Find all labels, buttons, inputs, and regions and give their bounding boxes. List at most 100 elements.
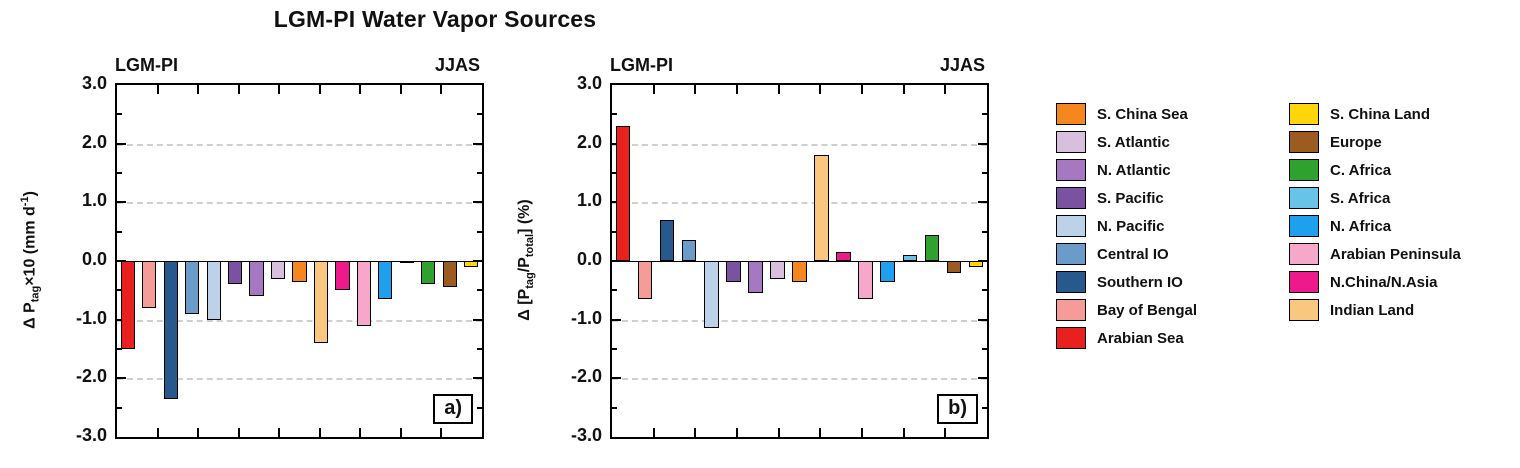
y-axis-title-sub: total bbox=[524, 233, 537, 258]
y-tick bbox=[477, 113, 482, 116]
panel-b-label: b) bbox=[937, 394, 978, 424]
x-tick bbox=[902, 85, 905, 94]
y-tick-label: 1.0 bbox=[576, 190, 602, 211]
bar-southern-io bbox=[659, 219, 675, 261]
y-tick-label: -3.0 bbox=[570, 425, 602, 445]
x-tick bbox=[944, 428, 947, 437]
y-tick-label: -1.0 bbox=[570, 307, 602, 328]
x-tick bbox=[156, 85, 159, 94]
legend-label: Arabian Sea bbox=[1097, 329, 1184, 347]
legend-swatch-n-africa bbox=[1289, 215, 1319, 237]
bar-s-atlantic bbox=[770, 261, 785, 279]
bar-central-io bbox=[681, 240, 697, 261]
legend-label: S. Africa bbox=[1330, 189, 1391, 207]
panel-a-left-header: LGM-PI bbox=[115, 55, 178, 75]
y-tick bbox=[982, 289, 987, 292]
y-axis-title-sub: tag bbox=[29, 285, 42, 303]
y-tick-label: 0.0 bbox=[576, 249, 602, 269]
y-tick bbox=[477, 406, 482, 409]
legend-item: Arabian Peninsula bbox=[1289, 243, 1461, 265]
y-tick bbox=[477, 348, 482, 350]
bar-n-africa bbox=[378, 261, 393, 300]
legend-item: S. Africa bbox=[1289, 187, 1461, 209]
legend-item: N. Pacific bbox=[1056, 215, 1197, 237]
y-tick bbox=[117, 201, 126, 204]
x-tick bbox=[861, 428, 863, 437]
y-axis-title-sub: tag bbox=[524, 272, 537, 289]
bar-arabian-peninsula bbox=[858, 261, 873, 300]
y-axis-title-text: ×10 (mm d bbox=[21, 206, 39, 286]
bar-n-africa bbox=[880, 261, 895, 282]
bar-arabian-peninsula bbox=[356, 261, 371, 326]
x-tick bbox=[736, 85, 738, 94]
legend-label: N. Atlantic bbox=[1097, 161, 1171, 179]
y-tick bbox=[117, 406, 122, 409]
bar-central-io bbox=[185, 261, 200, 314]
bar-s-atlantic bbox=[270, 261, 286, 279]
legend-item: N. Atlantic bbox=[1056, 159, 1197, 181]
y-tick bbox=[982, 230, 987, 233]
legend-swatch-s-china-land bbox=[1289, 103, 1319, 125]
x-tick bbox=[694, 85, 697, 94]
y-tick bbox=[978, 142, 987, 145]
x-tick bbox=[278, 428, 281, 437]
bar-n-china-n-asia bbox=[836, 252, 851, 261]
x-tick bbox=[819, 428, 822, 437]
bar-s-china-sea bbox=[792, 261, 807, 282]
x-tick bbox=[440, 85, 443, 94]
legend-item: N.China/N.Asia bbox=[1289, 271, 1461, 293]
y-tick bbox=[473, 377, 482, 380]
legend-item: Southern IO bbox=[1056, 271, 1197, 293]
y-tick bbox=[612, 406, 617, 409]
y-tick bbox=[473, 142, 482, 145]
legend-swatch-s-china-sea bbox=[1056, 103, 1086, 125]
y-axis-title-text: Δ P bbox=[21, 302, 39, 329]
bar-s-pacific bbox=[228, 261, 243, 285]
panel-a-right-header: JJAS bbox=[434, 55, 480, 75]
bar-s-africa bbox=[399, 261, 414, 263]
x-tick bbox=[777, 85, 780, 94]
y-tick bbox=[978, 201, 987, 204]
x-tick bbox=[156, 428, 159, 437]
legend-label: N.China/N.Asia bbox=[1330, 273, 1438, 291]
legend-label: Southern IO bbox=[1097, 273, 1183, 291]
x-tick bbox=[861, 85, 863, 94]
bar-n-atlantic bbox=[249, 261, 264, 297]
legend-item: N. Africa bbox=[1289, 215, 1461, 237]
figure-title: LGM-PI Water Vapor Sources bbox=[273, 6, 597, 32]
y-tick bbox=[473, 318, 482, 321]
bar-c-africa bbox=[924, 234, 940, 261]
x-tick bbox=[318, 85, 321, 94]
x-tick bbox=[652, 428, 655, 437]
y-tick bbox=[117, 230, 122, 233]
x-tick bbox=[237, 85, 240, 94]
legend-item: Bay of Bengal bbox=[1056, 299, 1197, 321]
bar-s-china-land bbox=[464, 261, 479, 267]
legend-swatch-europe bbox=[1289, 131, 1319, 153]
x-tick bbox=[736, 428, 738, 437]
legend-label: S. Pacific bbox=[1097, 189, 1164, 207]
y-tick bbox=[473, 201, 482, 204]
gridline bbox=[612, 202, 987, 205]
panel-b-y-tick-labels: 3.0 2.0 1.0 0.0 -1.0 -2.0 -3.0 bbox=[540, 73, 602, 445]
y-tick bbox=[477, 172, 482, 174]
y-tick bbox=[978, 377, 987, 380]
legend-item: Europe bbox=[1289, 131, 1461, 153]
y-tick bbox=[612, 289, 617, 292]
y-tick bbox=[982, 113, 987, 116]
bar-n-pacific bbox=[703, 261, 719, 329]
legend-swatch-bay-of-bengal bbox=[1056, 299, 1086, 321]
y-tick bbox=[477, 230, 482, 233]
bar-s-pacific bbox=[726, 261, 741, 282]
panel-b-left-header: LGM-PI bbox=[610, 55, 673, 75]
y-tick bbox=[612, 172, 617, 174]
x-tick bbox=[399, 428, 402, 437]
panel-a-plot-area: a) bbox=[115, 83, 484, 439]
gridline bbox=[612, 319, 987, 322]
panel-b-plot-area: b) bbox=[610, 83, 989, 439]
bar-indian-land bbox=[313, 261, 329, 344]
gridline bbox=[612, 378, 987, 381]
bar-c-africa bbox=[421, 261, 436, 285]
gridline bbox=[117, 202, 482, 205]
